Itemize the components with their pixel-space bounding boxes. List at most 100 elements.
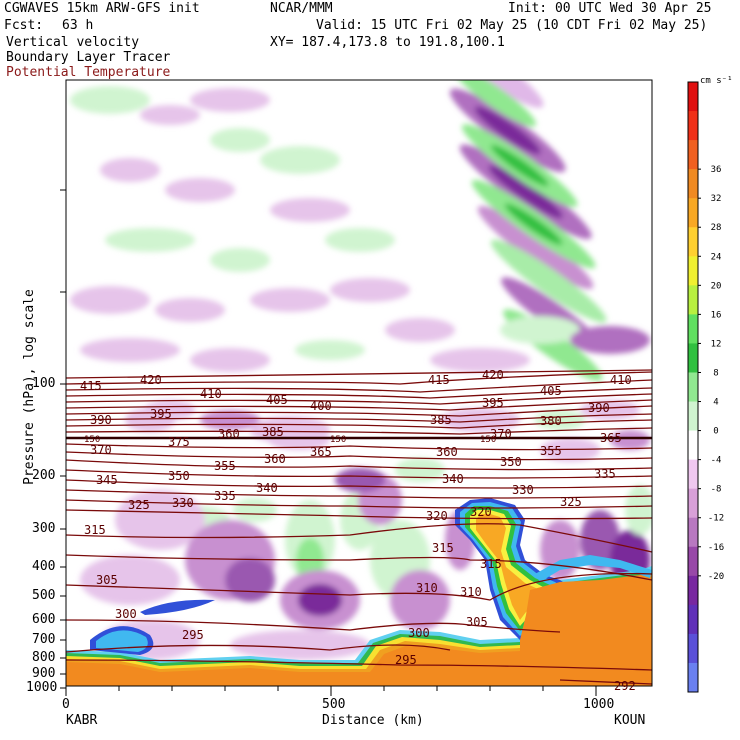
- colorbar-frame: [687, 81, 699, 693]
- colorbar-swatch: [688, 314, 698, 344]
- colorbar-tick-label: 8: [713, 368, 718, 378]
- colorbar-swatch: [688, 401, 698, 432]
- colorbar-tick-label: 12: [711, 339, 722, 349]
- theta-contour-label: 315: [84, 523, 106, 537]
- theta-contour-label: 310: [460, 585, 482, 599]
- boundary-layer-tracer: [66, 566, 652, 686]
- colorbar-tick-label: 28: [711, 223, 722, 233]
- colorbar-unit: cm s⁻¹: [700, 76, 733, 86]
- y-tick-label: 400: [32, 559, 56, 574]
- theta-contour-label: 340: [442, 472, 464, 486]
- y-tick-label: 800: [32, 650, 56, 665]
- theta-contour-label: 360: [436, 445, 458, 459]
- theta-contour-label: 360: [218, 427, 240, 441]
- theta-contour-label: 410: [610, 373, 632, 387]
- colorbar-swatch: [688, 575, 698, 606]
- theta-contour-label: 335: [594, 467, 616, 481]
- colorbar-swatch: [688, 227, 698, 257]
- theta-contours: [66, 369, 652, 685]
- theta-contour-label: 305: [466, 615, 488, 629]
- forecast-hours: 63 h: [62, 18, 94, 33]
- theta-contour-label: 325: [560, 495, 582, 509]
- theta-contour-label: 300: [408, 626, 430, 640]
- colorbar-swatch: [688, 546, 698, 577]
- y-tick-label: 600: [32, 612, 56, 627]
- theta-contour-label: 410: [200, 387, 222, 401]
- colorbar-tick-label: 16: [711, 310, 722, 320]
- x-axis-ticks: [65, 686, 597, 696]
- colorbar-swatch: [688, 169, 698, 199]
- colorbar-tick-label: -12: [708, 514, 724, 524]
- colorbar-tick-label: -4: [711, 456, 722, 466]
- colorbar-tick-label: 36: [711, 165, 722, 175]
- theta-contour-label: 355: [214, 459, 236, 473]
- colorbar-swatch: [688, 343, 698, 373]
- theta-contour-label: 395: [482, 396, 504, 410]
- colorbar-swatch: [688, 140, 698, 170]
- theta-contour-label: 400: [310, 399, 332, 413]
- theta-contour-label: 295: [395, 653, 417, 667]
- x-axis-start-station: KABR: [66, 713, 98, 728]
- theta-contour-label: 350: [168, 469, 190, 483]
- colorbar-swatch: [688, 488, 698, 519]
- theta-contour-label: 292: [614, 679, 636, 693]
- colorbar-tick-label: 32: [711, 194, 722, 204]
- colorbar-tick-label: 4: [713, 398, 718, 408]
- y-tick-label: 500: [32, 588, 56, 603]
- theta-contour-label: 315: [480, 557, 502, 571]
- x-tick-label: 0: [62, 697, 70, 712]
- colorbar-swatch: [688, 633, 698, 664]
- y-tick-label: 1000: [26, 680, 58, 695]
- valid-time: Valid: 15 UTC Fri 02 May 25 (10 CDT Fri …: [316, 18, 708, 33]
- colorbar-swatch: [688, 372, 698, 403]
- theta-contour-label: 390: [588, 401, 610, 415]
- theta-contour-label: 325: [128, 498, 150, 512]
- theta-contour-label: 415: [80, 379, 102, 393]
- cross-section-coords: XY= 187.4,173.8 to 191.8,100.1: [270, 35, 505, 50]
- tropopause-level-label: 150: [330, 435, 347, 445]
- theta-contour-label: 405: [266, 393, 288, 407]
- colorbar-swatch: [688, 198, 698, 228]
- colorbar-swatch: [688, 82, 698, 112]
- y-tick-label: 300: [32, 521, 56, 536]
- colorbar-swatch: [688, 430, 698, 461]
- colorbar-swatch: [688, 604, 698, 635]
- colorbar-swatch: [688, 517, 698, 548]
- y-axis-ticks: [60, 189, 66, 689]
- theta-contour-label: 375: [168, 435, 190, 449]
- theta-contour-label: 330: [512, 483, 534, 497]
- colorbar-tick-label: -20: [708, 572, 724, 582]
- y-tick-label: 100: [32, 376, 56, 391]
- colorbar-swatch: [688, 256, 698, 286]
- theta-contour-label: 385: [430, 413, 452, 427]
- model-title: CGWAVES 15km ARW-GFS init: [4, 1, 200, 16]
- theta-contour-label: 300: [115, 607, 137, 621]
- theta-contour-label: 305: [96, 573, 118, 587]
- theta-contour-label: 320: [470, 505, 492, 519]
- field-label-2: Boundary Layer Tracer: [6, 50, 171, 65]
- y-tick-label: 700: [32, 632, 56, 647]
- y-tick-label: 900: [32, 666, 56, 681]
- colorbar-tick-label: -8: [711, 485, 722, 495]
- theta-contour-label: 340: [256, 481, 278, 495]
- theta-contour-label: 380: [540, 414, 562, 428]
- theta-contour-label: 350: [500, 455, 522, 469]
- theta-contour-label: 365: [310, 445, 332, 459]
- colorbar-swatch: [688, 111, 698, 141]
- tropopause-level-label: 150: [84, 435, 101, 445]
- theta-contour-label: 315: [432, 541, 454, 555]
- field-label-3: Potential Temperature: [6, 65, 171, 80]
- theta-contour-label: 370: [490, 427, 512, 441]
- colorbar-tick-label: 20: [711, 281, 722, 291]
- theta-contour-label: 320: [426, 509, 448, 523]
- theta-contour-label: 335: [214, 489, 236, 503]
- upper-wave-field: [70, 80, 650, 381]
- theta-contour-label: 415: [428, 373, 450, 387]
- x-tick-label: 1000: [583, 697, 615, 712]
- theta-contour-label: 345: [96, 473, 118, 487]
- tropopause-level-label: 150: [480, 435, 497, 445]
- theta-contour-label: 405: [540, 384, 562, 398]
- init-time: Init: 00 UTC Wed 30 Apr 25: [508, 1, 712, 16]
- theta-contour-label: 370: [90, 443, 112, 457]
